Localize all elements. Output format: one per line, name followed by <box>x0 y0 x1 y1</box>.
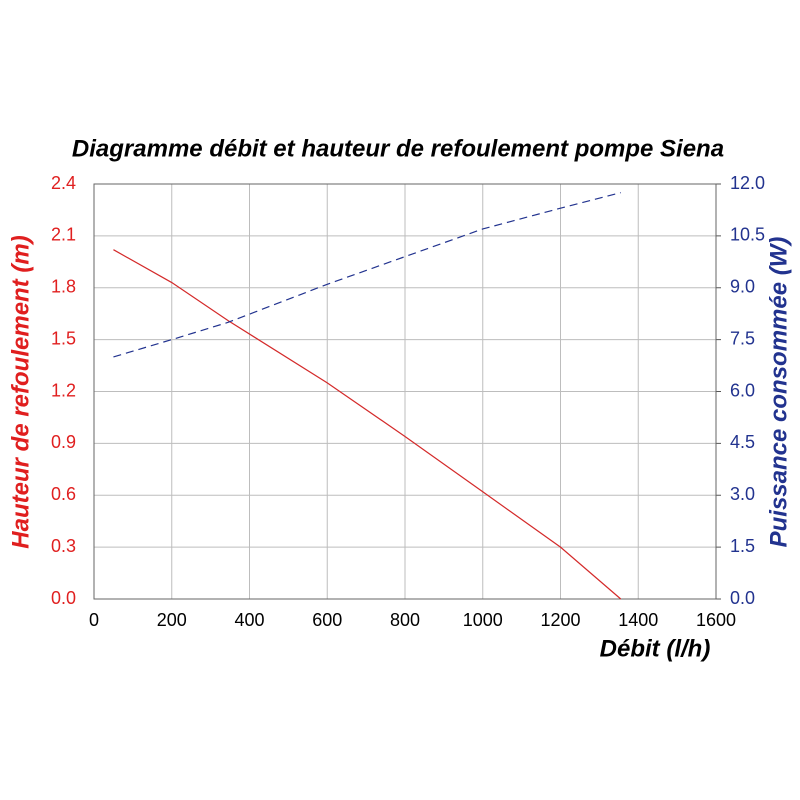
y2-tick-label: 7.5 <box>730 328 755 348</box>
x-axis-label: Débit (l/h) <box>600 635 711 662</box>
y-tick-label: 1.8 <box>51 277 76 297</box>
x-tick-label: 600 <box>312 610 342 630</box>
y-tick-label: 0.0 <box>51 588 76 608</box>
plot-frame <box>93 183 717 600</box>
y-tick-label: 2.4 <box>51 173 76 193</box>
x-tick-label: 800 <box>390 610 420 630</box>
y-tick-label: 1.2 <box>51 380 76 400</box>
x-tick-label: 200 <box>157 610 187 630</box>
x-tick-label: 1200 <box>540 610 580 630</box>
y-tick-label: 0.3 <box>51 536 76 556</box>
y2-tick-label: 12.0 <box>730 173 765 193</box>
x-tick-label: 0 <box>89 610 99 630</box>
x-tick-label: 400 <box>234 610 264 630</box>
x-tick-label: 1600 <box>696 610 736 630</box>
y-axis-label: Hauteur de refoulement (m) <box>7 235 34 548</box>
x-tick-label: 1400 <box>618 610 658 630</box>
y2-tick-label: 1.5 <box>730 536 755 556</box>
series-line <box>113 249 622 600</box>
y-tick-label: 1.5 <box>51 328 76 348</box>
y-tick-label: 0.9 <box>51 432 76 452</box>
y2-tick-label: 10.5 <box>730 225 765 245</box>
y2-tick-label: 9.0 <box>730 277 755 297</box>
series-line <box>113 192 621 358</box>
y2-tick-label: 4.5 <box>730 432 755 452</box>
x-tick-label: 1000 <box>463 610 503 630</box>
chart-title: Diagramme débit et hauteur de refoulemen… <box>72 135 724 162</box>
y-tick-label: 2.1 <box>51 225 76 245</box>
y2-tick-label: 3.0 <box>730 484 755 504</box>
y2-tick-label: 0.0 <box>730 588 755 608</box>
y2-axis-label: Puissance consommée (W) <box>765 237 792 548</box>
y2-tick-label: 6.0 <box>730 380 755 400</box>
y-tick-label: 0.6 <box>51 484 76 504</box>
